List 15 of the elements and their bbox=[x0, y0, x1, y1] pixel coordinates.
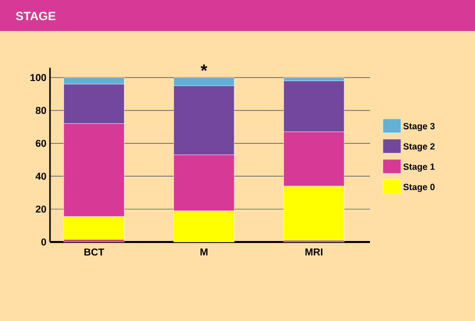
annotation: * bbox=[200, 64, 208, 71]
y-tick-label: 0 bbox=[41, 238, 46, 246]
x-tick-label: BCT bbox=[84, 248, 104, 256]
legend-label: Stage 2 bbox=[403, 143, 435, 152]
y-tick-label: 60 bbox=[36, 140, 46, 147]
x-tick-label: M bbox=[200, 248, 208, 256]
legend-label: Stage 0 bbox=[403, 184, 435, 192]
y-tick-label: 20 bbox=[36, 206, 46, 213]
legend-label: Stage 3 bbox=[403, 122, 435, 132]
x-tick-label: MRI bbox=[305, 248, 322, 256]
y-tick-label: 100 bbox=[30, 74, 46, 82]
y-tick-label: 80 bbox=[36, 106, 46, 114]
legend-label: Stage 1 bbox=[403, 164, 435, 172]
chart-title: STAGE bbox=[16, 12, 56, 20]
y-tick-label: 40 bbox=[36, 172, 46, 180]
